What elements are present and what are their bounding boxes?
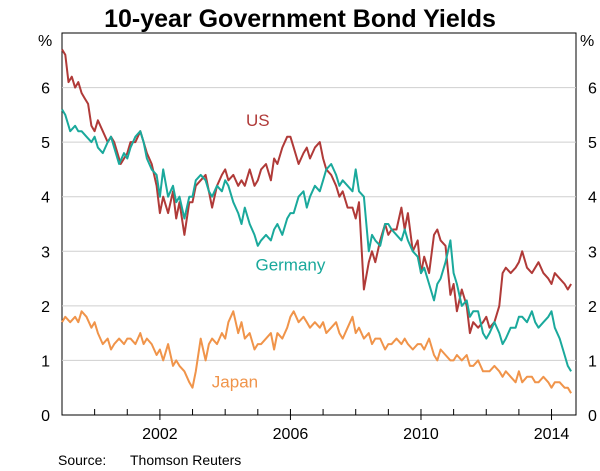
y-tick-left: 4: [41, 190, 50, 207]
y-tick-right: 2: [588, 299, 597, 316]
series-lines: [61, 48, 572, 394]
series-line-us: [61, 48, 572, 335]
x-tick-label: 2002: [142, 426, 178, 443]
y-tick-right: 0: [588, 408, 597, 425]
source-text: Thomson Reuters: [130, 452, 241, 468]
y-tick-left: 3: [41, 244, 50, 261]
y-tick-right: 1: [588, 353, 597, 370]
y-tick-left: 5: [41, 135, 50, 152]
right-unit-label: %: [580, 33, 594, 50]
y-tick-left: 6: [41, 81, 50, 98]
y-tick-right: 6: [588, 81, 597, 98]
y-tick-left: 2: [41, 299, 50, 316]
x-tick-label: 2014: [534, 426, 570, 443]
y-ticks: 0 0 1 1 2 2 3 3 4 4 5 5 6 6: [41, 81, 597, 425]
series-label-germany: Germany: [255, 255, 325, 274]
source-label: Source:: [58, 452, 106, 468]
series-label-us: US: [246, 111, 270, 130]
x-tick-label: 2010: [403, 426, 439, 443]
plot-frame: [61, 32, 577, 416]
y-tick-right: 4: [588, 190, 597, 207]
chart-title: 10-year Government Bond Yields: [104, 5, 496, 33]
y-tick-right: 5: [588, 135, 597, 152]
x-tick-label: 2006: [273, 426, 309, 443]
y-tick-left: 1: [41, 353, 50, 370]
y-tick-right: 3: [588, 244, 597, 261]
left-unit-label: %: [38, 33, 52, 50]
series-labels: US Germany Japan: [212, 111, 326, 392]
gridlines: [62, 87, 576, 361]
series-line-japan: [61, 310, 572, 394]
series-label-japan: Japan: [212, 373, 258, 392]
x-ticks: 2002 2006 2010 2014: [61, 409, 570, 443]
y-tick-left: 0: [41, 408, 50, 425]
series-line-germany: [61, 108, 572, 372]
